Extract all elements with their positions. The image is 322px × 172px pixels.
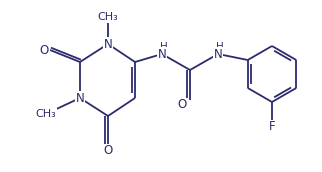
Text: O: O xyxy=(103,144,113,158)
Text: N: N xyxy=(213,47,223,61)
Text: H: H xyxy=(216,42,224,52)
Text: CH₃: CH₃ xyxy=(36,109,56,119)
Text: O: O xyxy=(177,99,187,111)
Text: CH₃: CH₃ xyxy=(98,12,118,22)
Text: N: N xyxy=(104,37,112,51)
Text: N: N xyxy=(76,92,84,105)
Text: F: F xyxy=(269,121,275,133)
Text: H: H xyxy=(160,42,168,52)
Text: O: O xyxy=(39,44,49,56)
Text: N: N xyxy=(158,47,166,61)
